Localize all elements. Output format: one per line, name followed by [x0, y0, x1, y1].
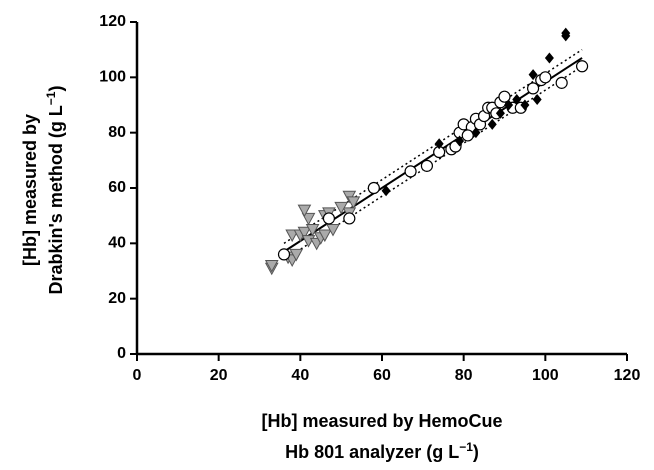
y-axis-label: [Hb] measured by Drabkin's method (g L−1…: [20, 86, 66, 295]
y-label-sup: −1: [44, 91, 58, 105]
point: [322, 212, 336, 225]
point: [526, 82, 540, 95]
point: [381, 185, 391, 197]
y-label-line: [Hb] measured by: [20, 114, 40, 266]
point: [346, 196, 361, 209]
point: [512, 93, 522, 105]
x-tick-label: 80: [455, 367, 473, 384]
point: [539, 71, 552, 84]
point: [289, 248, 304, 262]
point: [326, 224, 340, 237]
y-label-text: ): [46, 86, 66, 92]
x-label-line: Hb 801 analyzer (g L−1): [285, 440, 479, 462]
point: [461, 129, 474, 142]
x-label-sup: −1: [459, 440, 473, 454]
y-tick-label: 100: [99, 69, 126, 86]
point: [532, 93, 542, 105]
fit-line: [283, 49, 583, 244]
point: [528, 69, 538, 81]
point: [555, 76, 568, 89]
point: [455, 135, 465, 147]
point: [334, 201, 349, 215]
point: [561, 30, 571, 42]
y-tick-label: 20: [108, 290, 126, 307]
x-tick-label: 60: [373, 367, 391, 384]
x-tick-label: 120: [614, 367, 641, 384]
point: [317, 229, 332, 243]
x-tick-label: 0: [133, 367, 142, 384]
x-tick-label: 40: [291, 367, 309, 384]
y-tick-label: 80: [108, 124, 126, 141]
y-tick-label: 0: [117, 345, 126, 362]
point: [498, 90, 511, 103]
point: [277, 248, 291, 261]
fit-line: [283, 65, 583, 261]
point: [343, 212, 356, 225]
x-tick-label: 100: [532, 367, 559, 384]
y-tick-label: 120: [99, 13, 126, 30]
point: [520, 99, 530, 111]
x-tick-label: 20: [210, 367, 228, 384]
y-label-text: Drabkin's method (g L: [46, 105, 66, 294]
x-label-text: Hb 801 analyzer (g L: [285, 442, 459, 462]
point: [434, 138, 444, 150]
point: [285, 229, 300, 243]
x-label-line: [Hb] measured by HemoCue: [261, 411, 502, 431]
point: [487, 118, 497, 130]
point: [575, 60, 589, 73]
point: [297, 204, 312, 218]
point: [504, 99, 514, 111]
point: [420, 159, 434, 172]
y-label-line: Drabkin's method (g L−1): [44, 86, 66, 295]
point: [301, 212, 316, 226]
y-tick-label: 60: [108, 179, 126, 196]
point: [471, 127, 481, 139]
point: [404, 165, 417, 178]
point: [264, 259, 279, 273]
point: [305, 224, 320, 237]
x-label-text: ): [473, 442, 479, 462]
y-tick-label: 40: [108, 235, 126, 252]
point: [367, 181, 380, 195]
point: [544, 52, 554, 64]
point: [495, 107, 505, 119]
point: [297, 226, 312, 240]
